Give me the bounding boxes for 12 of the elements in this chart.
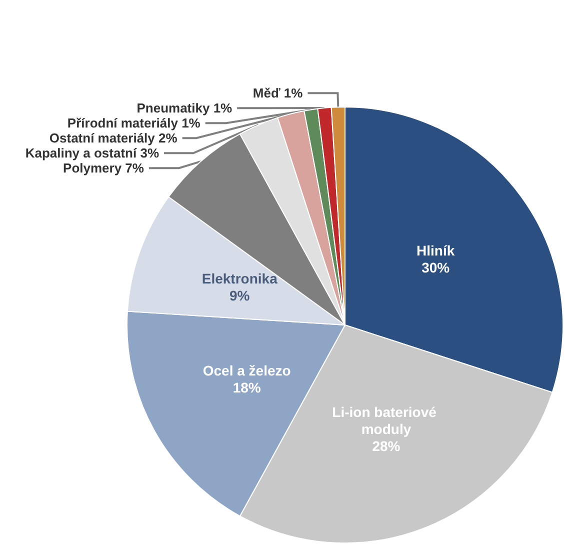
slice-label: Kapaliny a ostatní 3% — [25, 146, 160, 161]
data-label: 18% — [232, 379, 262, 396]
slice-label: Přírodní materiály 1% — [67, 116, 201, 131]
slice-label: Pneumatiky 1% — [136, 100, 233, 116]
data-label: 9% — [230, 288, 250, 304]
slice-label: Hliník — [416, 242, 455, 259]
slice-label: Měď 1% — [252, 86, 304, 101]
slice-label: Polymery 7% — [63, 160, 144, 176]
slice-label: Ocel a železo — [202, 362, 291, 378]
data-label: 30% — [422, 260, 450, 276]
slice-label: Elektronika — [202, 270, 278, 287]
slice-label: Ostatní materiály 2% — [49, 130, 178, 146]
